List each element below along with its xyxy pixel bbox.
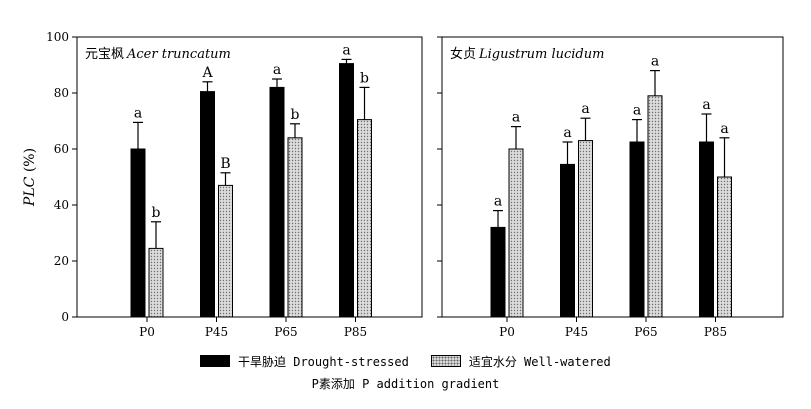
bar-drought [629,141,645,318]
x-tick-label: P65 [274,325,297,339]
bar-drought [200,91,215,318]
bar-drought [560,163,575,318]
significance-label: a [342,42,350,58]
significance-label: a [651,54,659,70]
x-tick-label: P45 [205,325,228,339]
bar-watered [148,247,164,318]
bar-drought [269,86,285,318]
x-tick-label: P0 [139,325,155,339]
legend-label-drought: 干旱胁迫 Drought-stressed [238,354,409,369]
legend: 干旱胁迫 Drought-stressed 适宜水分 Well-watered [200,352,633,370]
panel-title-cn: 女贞 [450,46,476,62]
significance-label: a [633,103,641,119]
significance-label: a [273,62,281,78]
x-axis-title: P素添加 P addition gradient [311,377,500,391]
y-tick-label: 40 [54,198,69,212]
panel-1-title: 元宝枫 Acer truncatum [85,47,231,62]
legend-swatch-drought [200,355,230,367]
panel-title-cn: 元宝枫 [85,47,124,62]
bar-watered [508,148,524,318]
legend-item-drought: 干旱胁迫 Drought-stressed [200,353,409,370]
bar-watered [717,176,732,318]
significance-label: A [201,65,213,81]
significance-label: a [512,110,520,126]
x-tick-label: P0 [499,325,515,339]
x-tick-label: P65 [634,325,657,339]
bar-watered [357,119,372,318]
panel-2-title: 女贞 Ligustrum lucidum [450,46,604,62]
legend-swatch-watered [430,355,461,367]
y-axis-title-unit: (%) [22,148,38,177]
significance-label: B [220,156,230,172]
bar-drought [699,141,714,318]
significance-label: b [152,205,161,221]
y-tick-label: 0 [61,310,69,324]
bar-drought [339,63,354,318]
significance-label: a [720,121,728,137]
y-tick-label: 60 [54,142,69,156]
bar-watered [218,184,233,318]
y-tick-label: 20 [54,254,69,268]
significance-label: a [702,97,710,113]
x-tick-label: P85 [704,325,727,339]
panel-title-latin: Ligustrum lucidum [478,47,604,62]
panel-title-latin: Acer truncatum [126,47,231,62]
y-axis-title-var: PLC [22,176,38,207]
bar-drought [490,226,506,318]
significance-label: a [494,194,502,210]
significance-label: b [360,70,369,86]
significance-label: b [291,107,300,123]
legend-item-watered: 适宜水分 Well-watered [430,353,611,370]
panel-1-frame [76,36,423,318]
y-tick-label: 80 [54,86,69,100]
x-tick-label: P85 [344,325,367,339]
y-axis-title: PLC (%) [22,148,38,207]
panel-2-frame [441,36,784,318]
x-tick-label: P45 [565,325,588,339]
bar-watered [647,95,663,318]
bar-watered [578,140,593,318]
significance-label: a [581,101,589,117]
legend-label-watered: 适宜水分 Well-watered [468,354,611,369]
significance-label: a [134,105,142,121]
significance-label: a [563,125,571,141]
y-tick-label: 100 [46,30,69,44]
bar-watered [287,137,303,318]
bar-drought [130,148,146,318]
